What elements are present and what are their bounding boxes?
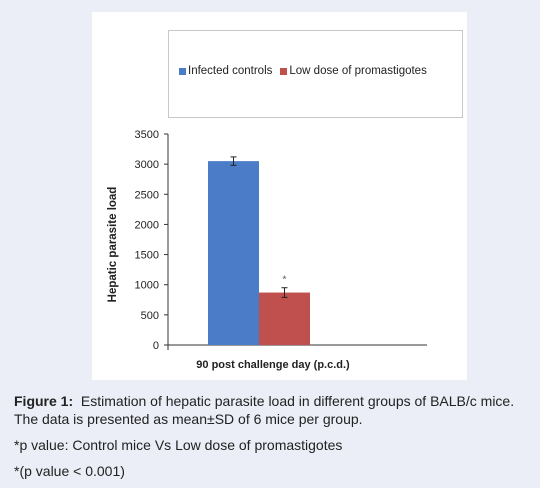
- y-tick-label: 3500: [135, 129, 159, 141]
- caption-text: Estimation of hepatic parasite load in d…: [14, 393, 515, 427]
- figure-caption: Figure 1: Estimation of hepatic parasite…: [14, 392, 530, 480]
- legend-swatch-infected-controls: [179, 67, 186, 75]
- bar-chart: 0 500 1000 1500 2000 2500 3000 3500 Hepatic para…: [107, 129, 427, 371]
- y-tick-label: 1500: [135, 250, 159, 262]
- y-tick-label: 2500: [135, 189, 159, 201]
- y-axis-label: Hepatic parasite load: [107, 187, 119, 303]
- legend-swatch-low-dose: [280, 67, 288, 75]
- caption-note-1: *p value: Control mice Vs Low dose of pr…: [14, 437, 343, 453]
- caption-note-2: *(p value < 0.001): [14, 463, 125, 479]
- y-tick-label: 3000: [135, 159, 159, 171]
- legend-entry-infected-controls: Infected controls: [179, 65, 272, 77]
- y-tick-label: 1000: [135, 280, 159, 292]
- caption-main: Figure 1: Estimation of hepatic parasite…: [14, 392, 530, 428]
- figure-panel: Infected controls Low dose of promastigo…: [92, 12, 467, 380]
- x-axis-label: 90 post challenge day (p.c.d.): [196, 359, 350, 371]
- significance-marker: *: [283, 275, 287, 286]
- legend-row: Infected controls Low dose of promastigo…: [179, 65, 435, 77]
- legend-label-infected-controls: Infected controls: [188, 65, 273, 77]
- y-tick-label: 0: [153, 340, 159, 352]
- legend-entry-low-dose: Low dose of promastigotes: [280, 65, 427, 77]
- y-tick-label: 2000: [135, 219, 159, 231]
- chart-legend: Infected controls Low dose of promastigo…: [168, 30, 463, 118]
- caption-label: Figure 1:: [14, 393, 74, 409]
- legend-label-low-dose: Low dose of promastigotes: [289, 65, 427, 77]
- y-tick-label: 500: [141, 310, 159, 322]
- bar-infected-controls: [208, 161, 259, 345]
- bar-low-dose: [259, 292, 310, 345]
